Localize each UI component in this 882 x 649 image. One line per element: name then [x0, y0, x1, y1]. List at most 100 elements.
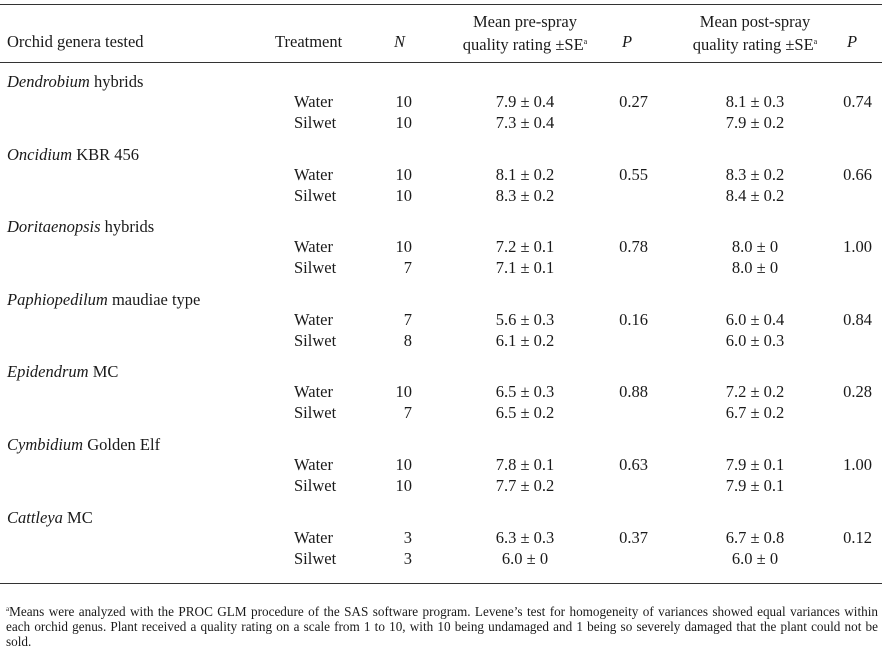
pre-spray-cell: 7.3 ± 0.4 [495, 113, 555, 132]
treatment-cell: Water [294, 455, 333, 474]
genus-suffix: Golden Elf [83, 435, 161, 454]
header-pre-line1: Mean pre-spray [473, 12, 577, 31]
n-cell: 7 [403, 258, 412, 277]
header-n: N [394, 32, 406, 51]
genus-name: Oncidium [7, 145, 73, 164]
p1-cell: 0.63 [619, 455, 648, 474]
genus-label: Epidendrum MC [7, 362, 118, 382]
footnote-text: Means were analyzed with the PROC GLM pr… [6, 604, 878, 649]
footnote-marker: a [6, 605, 10, 613]
pre-spray-cell: 7.7 ± 0.2 [495, 476, 555, 495]
n-cell: 7 [403, 310, 412, 329]
pre-spray-cell: 7.2 ± 0.1 [495, 237, 555, 256]
treatment-cell: Water [294, 165, 333, 184]
genus-suffix: maudiae type [107, 290, 201, 309]
pre-spray-cell: 6.0 ± 0 [501, 549, 549, 568]
post-spray-cell: 7.9 ± 0.1 [725, 455, 785, 474]
n-cell: 3 [403, 528, 412, 547]
treatment-cell: Water [294, 382, 333, 401]
p1-cell: 0.78 [619, 237, 648, 256]
post-spray-cell: 7.9 ± 0.1 [725, 476, 785, 495]
genus-label: Oncidium KBR 456 [7, 145, 139, 165]
post-spray-cell: 7.2 ± 0.2 [725, 382, 785, 401]
post-spray-cell: 8.0 ± 0 [731, 237, 779, 256]
treatment-cell: Silwet [294, 186, 337, 205]
post-spray-cell: 6.7 ± 0.8 [725, 528, 785, 547]
n-cell: 10 [395, 113, 413, 132]
pre-spray-cell: 5.6 ± 0.3 [495, 310, 555, 329]
treatment-cell: Silwet [294, 113, 337, 132]
treatment-cell: Water [294, 310, 333, 329]
genus-name: Dendrobium [7, 72, 90, 91]
p2-cell: 0.28 [843, 382, 872, 401]
genus-name: Cymbidium [7, 435, 84, 454]
n-cell: 10 [395, 92, 413, 111]
genus-label: Cattleya MC [7, 508, 93, 528]
header-post-line2-wrap: quality rating ±SEa [655, 32, 855, 55]
header-treatment: Treatment [275, 32, 343, 51]
p2-cell: 0.12 [843, 528, 872, 547]
n-cell: 7 [403, 403, 412, 422]
n-cell: 10 [395, 186, 413, 205]
p2-cell: 1.00 [843, 455, 872, 474]
n-cell: 10 [395, 237, 413, 256]
header-post-line1: Mean post-spray [699, 12, 811, 31]
header-pre-line2: quality rating ±SE [462, 35, 584, 54]
post-spray-cell: 8.0 ± 0 [731, 258, 779, 277]
n-cell: 10 [395, 165, 413, 184]
n-cell: 10 [395, 476, 413, 495]
genus-label: Doritaenopsis hybrids [7, 217, 154, 237]
genus-label: Dendrobium hybrids [7, 72, 143, 92]
pre-spray-cell: 7.1 ± 0.1 [495, 258, 555, 277]
treatment-cell: Silwet [294, 549, 337, 568]
post-spray-cell: 6.0 ± 0.4 [725, 310, 785, 329]
p1-cell: 0.55 [619, 165, 648, 184]
post-spray-cell: 6.0 ± 0 [731, 549, 779, 568]
treatment-cell: Silwet [294, 403, 337, 422]
header-pre-marker: a [583, 37, 588, 46]
post-spray-cell: 8.1 ± 0.3 [725, 92, 785, 111]
post-spray-cell: 6.7 ± 0.2 [725, 403, 785, 422]
treatment-cell: Silwet [294, 331, 337, 350]
post-spray-cell: 7.9 ± 0.2 [725, 113, 785, 132]
header-pre-spray: Mean pre-spray quality rating ±SEa [425, 12, 625, 55]
n-cell: 3 [403, 549, 412, 568]
header-post-marker: a [813, 37, 818, 46]
treatment-cell: Silwet [294, 476, 337, 495]
genus-name: Paphiopedilum [7, 290, 108, 309]
n-cell: 10 [395, 382, 413, 401]
header-post-line2: quality rating ±SE [692, 35, 814, 54]
pre-spray-cell: 6.5 ± 0.2 [495, 403, 555, 422]
header-rule [0, 62, 882, 63]
genus-suffix: MC [62, 508, 93, 527]
p2-cell: 0.74 [843, 92, 872, 111]
genus-suffix: MC [88, 362, 119, 381]
pre-spray-cell: 7.8 ± 0.1 [495, 455, 555, 474]
genus-suffix: hybrids [100, 217, 155, 236]
footnote: aMeans were analyzed with the PROC GLM p… [6, 602, 878, 649]
genus-name: Doritaenopsis [7, 217, 101, 236]
genus-name: Epidendrum [7, 362, 89, 381]
pre-spray-cell: 8.3 ± 0.2 [495, 186, 555, 205]
p2-cell: 0.84 [843, 310, 872, 329]
genus-suffix: hybrids [89, 72, 144, 91]
treatment-cell: Silwet [294, 258, 337, 277]
p2-cell: 1.00 [843, 237, 872, 256]
post-spray-cell: 8.4 ± 0.2 [725, 186, 785, 205]
pre-spray-cell: 6.5 ± 0.3 [495, 382, 555, 401]
header-genera: Orchid genera tested [7, 32, 144, 51]
p1-cell: 0.27 [619, 92, 648, 111]
genus-label: Cymbidium Golden Elf [7, 435, 160, 455]
genus-suffix: KBR 456 [72, 145, 140, 164]
top-rule [0, 4, 882, 5]
pre-spray-cell: 6.1 ± 0.2 [495, 331, 555, 350]
p2-cell: 0.66 [843, 165, 872, 184]
header-p2: P [847, 32, 858, 51]
treatment-cell: Water [294, 528, 333, 547]
n-cell: 10 [395, 455, 413, 474]
pre-spray-cell: 7.9 ± 0.4 [495, 92, 555, 111]
header-post-spray: Mean post-spray quality rating ±SEa [655, 12, 855, 55]
header-p1: P [622, 32, 633, 51]
pre-spray-cell: 8.1 ± 0.2 [495, 165, 555, 184]
pre-spray-cell: 6.3 ± 0.3 [495, 528, 555, 547]
